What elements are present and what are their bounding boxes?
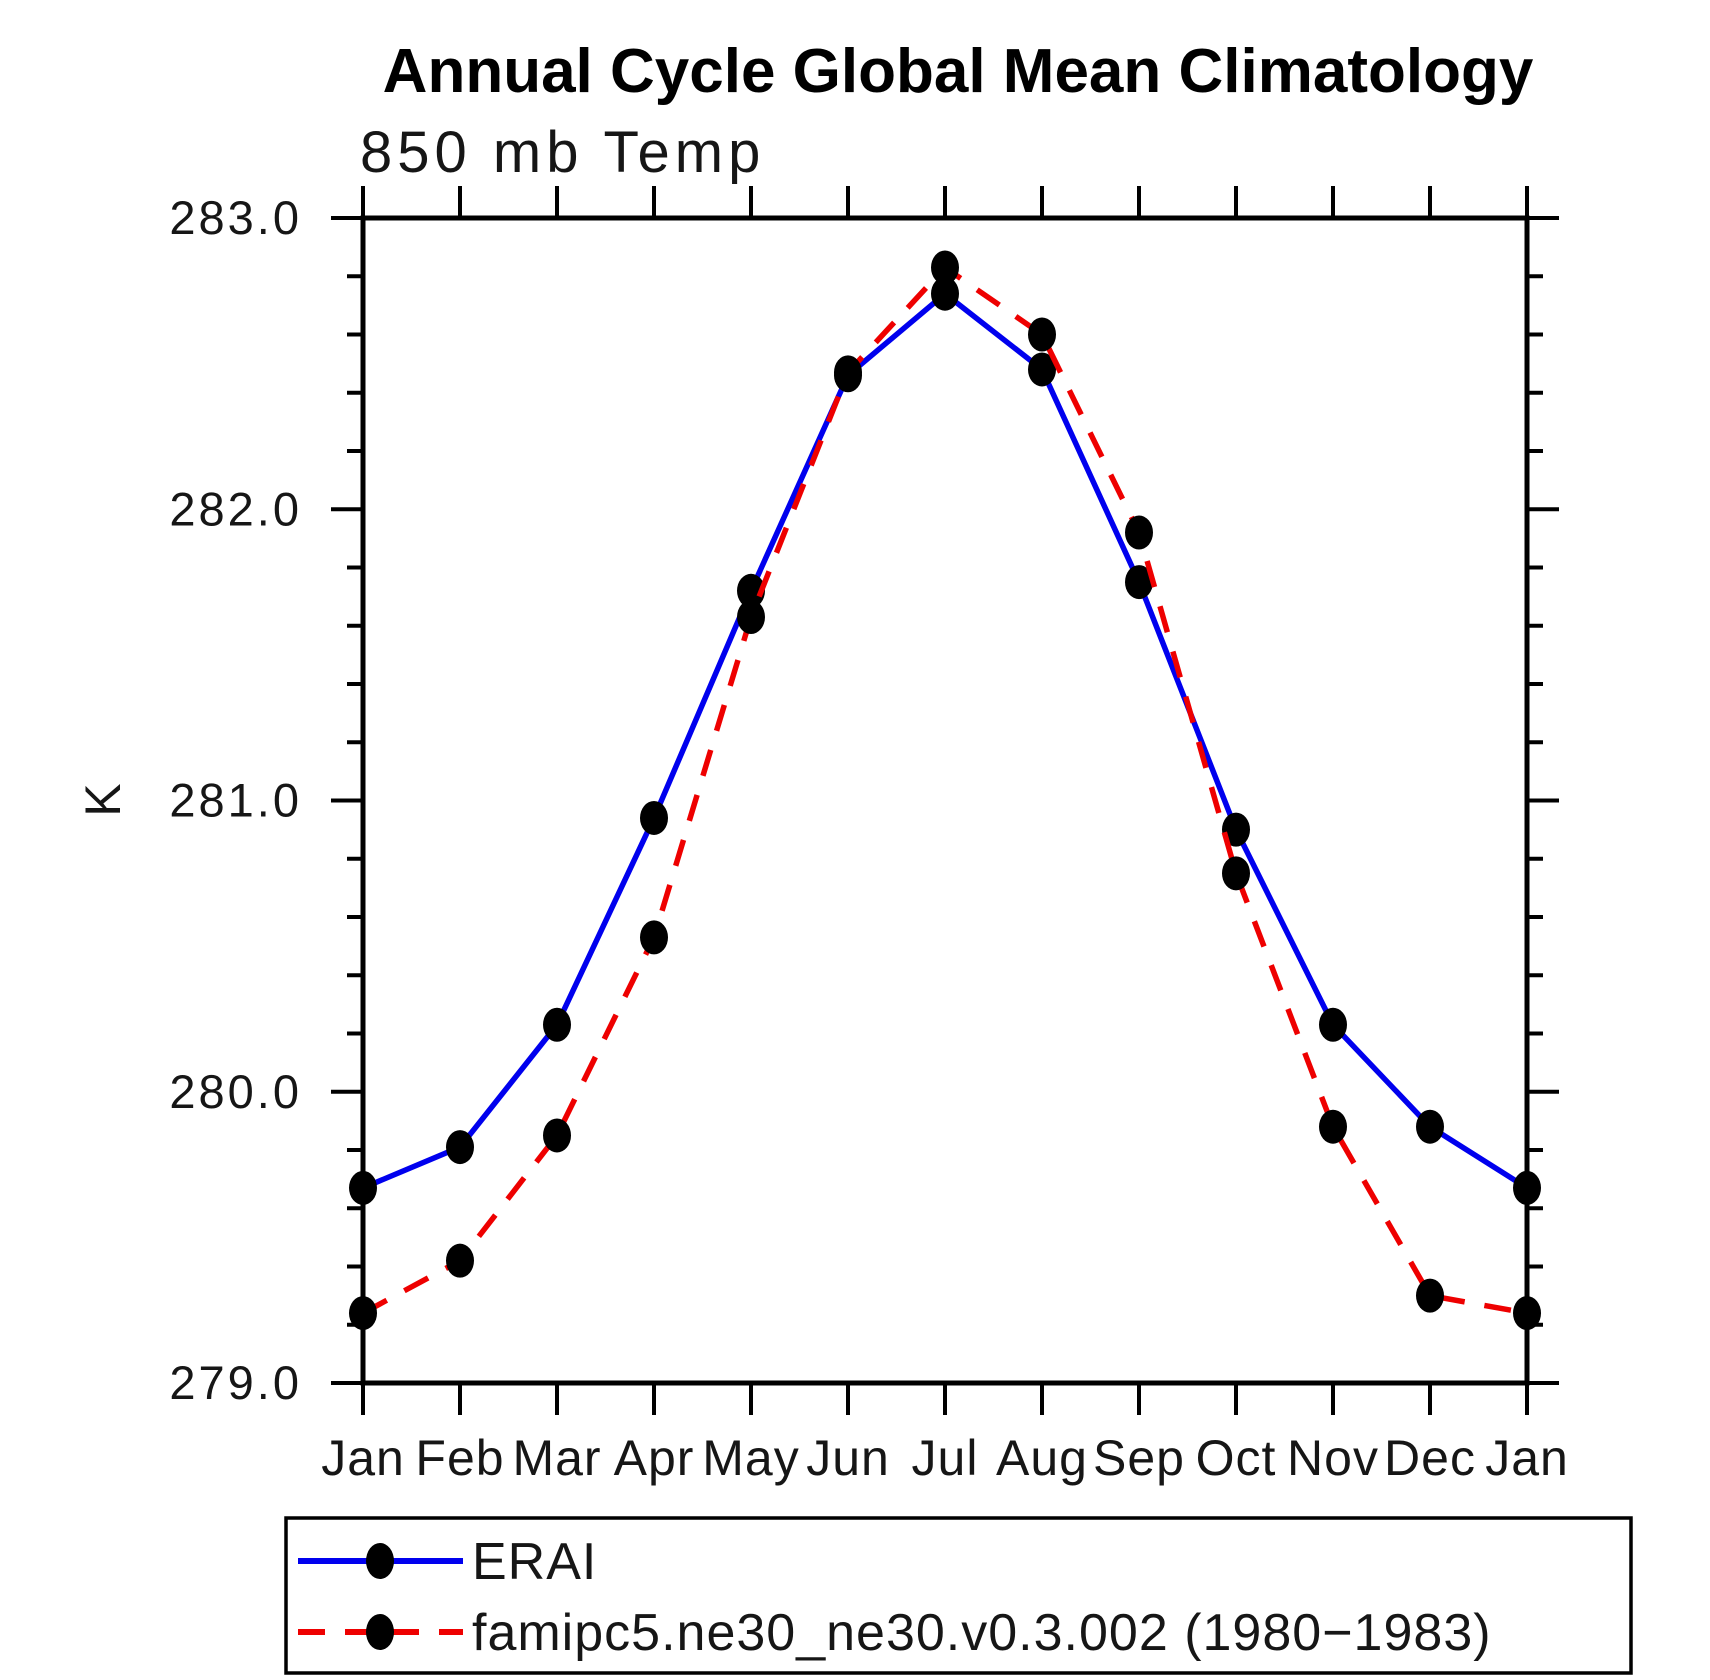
x-tick-label: Dec	[1384, 1430, 1476, 1486]
legend-marker-icon	[366, 1614, 394, 1650]
data-point-marker	[543, 1007, 571, 1042]
plot-border	[360, 215, 1530, 1386]
data-point-marker	[1513, 1170, 1541, 1205]
y-tick-label: 282.0	[169, 482, 302, 535]
x-tick-label: Apr	[614, 1430, 695, 1486]
legend-marker-icon	[366, 1543, 394, 1579]
data-point-marker	[349, 1170, 377, 1205]
data-point-marker	[931, 276, 959, 311]
data-point-marker	[446, 1130, 474, 1165]
x-tick-label: Nov	[1287, 1430, 1379, 1486]
data-point-marker	[1416, 1278, 1444, 1313]
legend-label-erai: ERAI	[472, 1533, 597, 1591]
series-line-erai	[361, 290, 1529, 1191]
series-line-famipc5	[361, 264, 1528, 1316]
x-tick-label: Aug	[996, 1430, 1088, 1486]
legend-item-famipc5: famipc5.ne30_ne30.v0.3.002 (1980−1983)	[298, 1604, 1492, 1662]
data-point-marker	[1028, 352, 1056, 387]
x-tick-label: Mar	[512, 1430, 601, 1486]
data-point-marker	[737, 600, 765, 635]
y-tick-label: 281.0	[169, 774, 302, 827]
data-point-marker	[640, 800, 668, 835]
data-point-marker	[737, 573, 765, 608]
y-axis-label: K	[75, 783, 131, 816]
data-point-marker	[1125, 515, 1153, 550]
data-point-marker	[1319, 1109, 1347, 1144]
chart-subtitle: 850 mb Temp	[360, 120, 765, 185]
data-point-marker	[1513, 1296, 1541, 1331]
data-point-marker	[1416, 1109, 1444, 1144]
x-tick-label: Jan	[321, 1430, 405, 1486]
y-tick-label: 279.0	[169, 1356, 302, 1409]
legend-item-erai: ERAI	[298, 1533, 597, 1591]
y-tick-label: 280.0	[169, 1065, 302, 1118]
data-point-marker	[349, 1296, 377, 1331]
data-point-marker	[446, 1243, 474, 1278]
data-point-marker	[1125, 565, 1153, 600]
data-point-marker	[931, 250, 959, 285]
x-tick-label: Feb	[415, 1430, 504, 1486]
data-point-marker	[1222, 812, 1250, 847]
x-tick-label: Jul	[912, 1430, 979, 1486]
data-point-marker	[543, 1118, 571, 1153]
x-tick-label: May	[702, 1430, 799, 1486]
legend-box	[284, 1516, 1633, 1675]
data-point-marker	[1028, 317, 1056, 352]
data-point-marker	[834, 355, 862, 390]
x-tick-label: Oct	[1196, 1430, 1277, 1486]
x-tick-label: Jun	[806, 1430, 890, 1486]
x-tick-label: Sep	[1093, 1430, 1185, 1486]
plot-area: Jan Feb Mar Apr May Jun Jul Aug Sep Oct Nov Dec Jan2…	[169, 186, 1568, 1486]
data-point-marker	[1319, 1007, 1347, 1042]
legend-label-famipc5: famipc5.ne30_ne30.v0.3.002 (1980−1983)	[472, 1604, 1492, 1662]
x-tick-label: Jan	[1485, 1430, 1569, 1486]
y-tick-label: 283.0	[169, 191, 302, 244]
legend: ERAI famipc5.ne30_ne30.v0.3.002 (1980−19…	[284, 1516, 1633, 1675]
data-point-marker	[1222, 856, 1250, 891]
data-point-marker	[640, 920, 668, 955]
chart-title: Annual Cycle Global Mean Climatology	[383, 37, 1534, 106]
